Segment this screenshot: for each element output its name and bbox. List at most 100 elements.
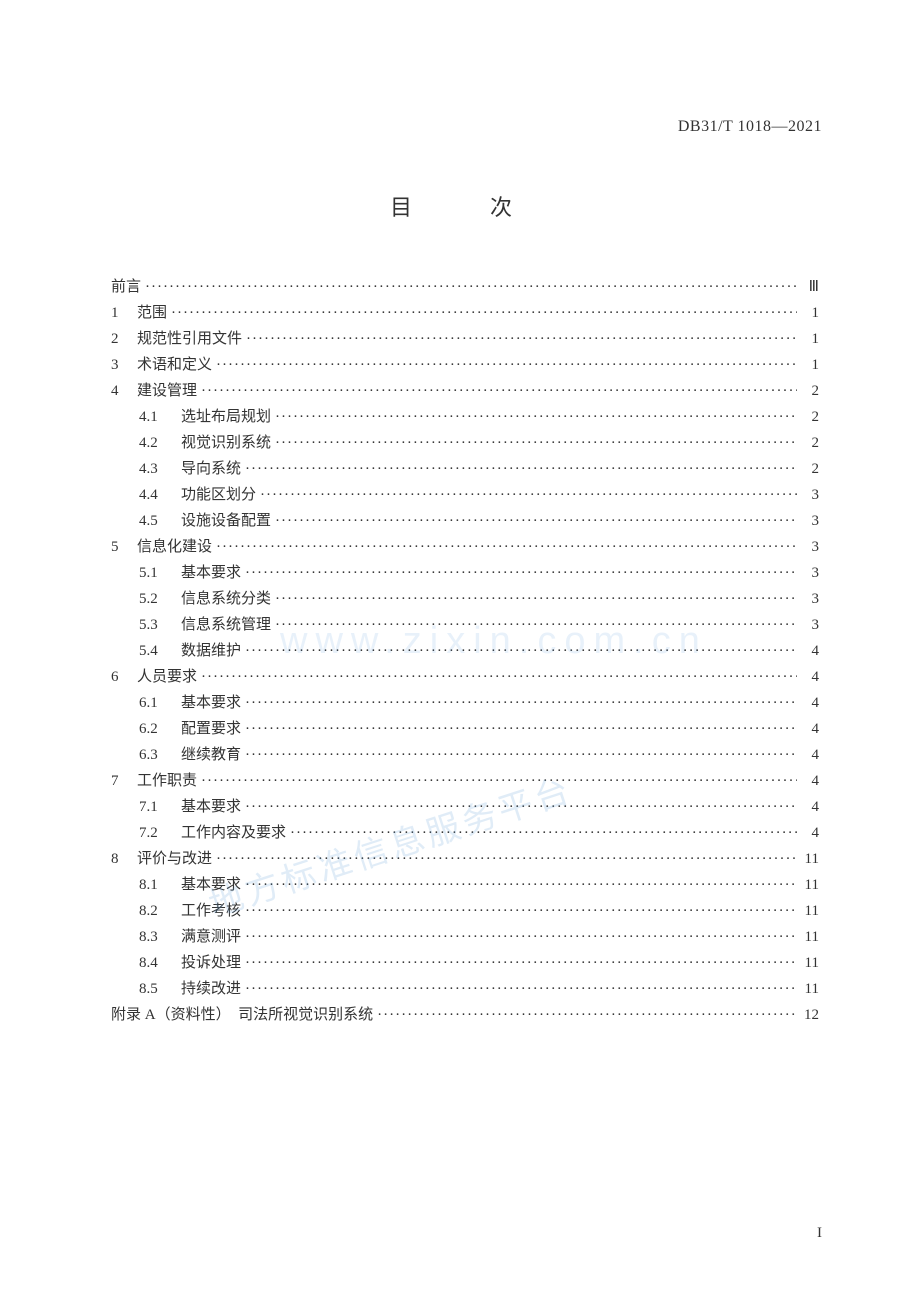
toc-page-number: 2 bbox=[801, 436, 819, 451]
toc-entry: 附录 A（资料性） 司法所视觉识别系统 ····················… bbox=[111, 1008, 819, 1023]
toc-leader-dots: ········································… bbox=[216, 852, 797, 867]
toc-number: 4.1 bbox=[139, 410, 181, 425]
toc-leader-dots: ········································… bbox=[275, 592, 797, 607]
toc-entry: 8.2工作考核 ································… bbox=[111, 904, 819, 919]
toc-label: 设施设备配置 bbox=[181, 514, 271, 529]
toc-label: 基本要求 bbox=[181, 566, 241, 581]
toc-leader-dots: ········································… bbox=[201, 774, 797, 789]
toc-label: 配置要求 bbox=[181, 722, 241, 737]
toc-label: 满意测评 bbox=[181, 930, 241, 945]
toc-leader-dots: ········································… bbox=[275, 618, 797, 633]
toc-entry: 6.2配置要求 ································… bbox=[111, 722, 819, 737]
toc-entry: 8.5持续改进 ································… bbox=[111, 982, 819, 997]
toc-page-number: 2 bbox=[801, 462, 819, 477]
toc-label: 信息化建设 bbox=[137, 540, 212, 555]
toc-number: 7.1 bbox=[139, 800, 181, 815]
toc-label: 信息系统管理 bbox=[181, 618, 271, 633]
toc-leader-dots: ········································… bbox=[216, 540, 797, 555]
toc-number: 6.1 bbox=[139, 696, 181, 711]
toc-leader-dots: ········································… bbox=[245, 930, 797, 945]
page-number: I bbox=[817, 1225, 822, 1242]
toc-label: 术语和定义 bbox=[137, 358, 212, 373]
toc-page-number: 1 bbox=[801, 332, 819, 347]
toc-label: 数据维护 bbox=[181, 644, 241, 659]
toc-label: 投诉处理 bbox=[181, 956, 241, 971]
toc-number: 5.3 bbox=[139, 618, 181, 633]
toc-leader-dots: ········································… bbox=[245, 878, 797, 893]
toc-label: 附录 A（资料性） 司法所视觉识别系统 bbox=[111, 1008, 373, 1023]
toc-leader-dots: ········································… bbox=[201, 670, 797, 685]
toc-page-number: 11 bbox=[801, 878, 819, 893]
toc-page-number: 4 bbox=[801, 826, 819, 841]
toc-label: 继续教育 bbox=[181, 748, 241, 763]
toc-entry: 6.1基本要求 ································… bbox=[111, 696, 819, 711]
toc-entry: 5信息化建设 ·································… bbox=[111, 540, 819, 555]
toc-label: 信息系统分类 bbox=[181, 592, 271, 607]
toc-entry: 前言 ·····································… bbox=[111, 280, 819, 295]
toc-label: 前言 bbox=[111, 280, 141, 295]
toc-number: 6 bbox=[111, 670, 137, 685]
toc-page-number: 11 bbox=[801, 852, 819, 867]
toc-label: 基本要求 bbox=[181, 696, 241, 711]
toc-leader-dots: ········································… bbox=[245, 462, 797, 477]
toc-number: 4.4 bbox=[139, 488, 181, 503]
toc-page-number: 12 bbox=[801, 1008, 819, 1023]
toc-entry: 5.3信息系统管理 ······························… bbox=[111, 618, 819, 633]
toc-number: 8.3 bbox=[139, 930, 181, 945]
toc-leader-dots: ········································… bbox=[171, 306, 797, 321]
toc-leader-dots: ········································… bbox=[246, 332, 797, 347]
toc-page-number: 3 bbox=[801, 592, 819, 607]
toc-number: 5 bbox=[111, 540, 137, 555]
toc-page-number: 3 bbox=[801, 618, 819, 633]
toc-page-number: 4 bbox=[801, 696, 819, 711]
toc-leader-dots: ········································… bbox=[245, 644, 797, 659]
toc-page-number: Ⅲ bbox=[801, 280, 819, 295]
toc-label: 建设管理 bbox=[137, 384, 197, 399]
toc-leader-dots: ········································… bbox=[290, 826, 797, 841]
toc-entry: 3术语和定义 ·································… bbox=[111, 358, 819, 373]
toc-number: 8.5 bbox=[139, 982, 181, 997]
toc-entry: 7工作职责 ··································… bbox=[111, 774, 819, 789]
toc-page-number: 2 bbox=[801, 384, 819, 399]
toc-number: 1 bbox=[111, 306, 137, 321]
toc-leader-dots: ········································… bbox=[377, 1008, 797, 1023]
toc-leader-dots: ········································… bbox=[245, 904, 797, 919]
toc-number: 7.2 bbox=[139, 826, 181, 841]
toc-entry: 4.2视觉识别系统 ······························… bbox=[111, 436, 819, 451]
toc-label: 工作内容及要求 bbox=[181, 826, 286, 841]
toc-page-number: 4 bbox=[801, 800, 819, 815]
toc-label: 基本要求 bbox=[181, 800, 241, 815]
toc-number: 4.5 bbox=[139, 514, 181, 529]
toc-label: 基本要求 bbox=[181, 878, 241, 893]
toc-number: 8.1 bbox=[139, 878, 181, 893]
toc-number: 5.4 bbox=[139, 644, 181, 659]
toc-entry: 8.3满意测评 ································… bbox=[111, 930, 819, 945]
toc-label: 评价与改进 bbox=[137, 852, 212, 867]
toc-entry: 4.5设施设备配置 ······························… bbox=[111, 514, 819, 529]
toc-entry: 6人员要求 ··································… bbox=[111, 670, 819, 685]
toc-number: 2 bbox=[111, 332, 137, 347]
toc-entry: 8.1基本要求 ································… bbox=[111, 878, 819, 893]
toc-number: 6.2 bbox=[139, 722, 181, 737]
toc-label: 功能区划分 bbox=[181, 488, 256, 503]
toc-entry: 8.4投诉处理 ································… bbox=[111, 956, 819, 971]
toc-leader-dots: ········································… bbox=[245, 722, 797, 737]
toc-leader-dots: ········································… bbox=[245, 956, 797, 971]
toc-entry: 8评价与改进 ·································… bbox=[111, 852, 819, 867]
toc-page-number: 3 bbox=[801, 488, 819, 503]
toc-page-number: 11 bbox=[801, 956, 819, 971]
toc-leader-dots: ········································… bbox=[275, 514, 797, 529]
toc-number: 6.3 bbox=[139, 748, 181, 763]
toc-entry: 4.3导向系统 ································… bbox=[111, 462, 819, 477]
toc-number: 5.1 bbox=[139, 566, 181, 581]
page-title: 目 次 bbox=[105, 190, 825, 222]
toc-page-number: 2 bbox=[801, 410, 819, 425]
standard-code: DB31/T 1018—2021 bbox=[678, 118, 822, 136]
toc-number: 8.2 bbox=[139, 904, 181, 919]
toc-leader-dots: ········································… bbox=[260, 488, 797, 503]
toc-leader-dots: ········································… bbox=[216, 358, 797, 373]
toc-entry: 4建设管理 ··································… bbox=[111, 384, 819, 399]
toc-number: 8 bbox=[111, 852, 137, 867]
toc-label: 规范性引用文件 bbox=[137, 332, 242, 347]
toc-leader-dots: ········································… bbox=[245, 696, 797, 711]
